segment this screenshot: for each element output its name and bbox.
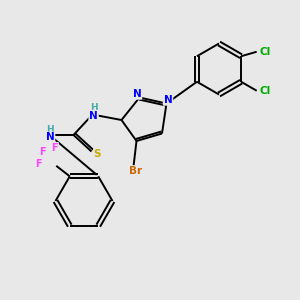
Text: H: H — [90, 103, 98, 112]
Text: F: F — [35, 159, 42, 169]
Text: N: N — [133, 89, 142, 99]
Text: F: F — [51, 143, 58, 153]
Text: S: S — [94, 149, 101, 160]
Text: Cl: Cl — [260, 47, 271, 57]
Text: H: H — [46, 124, 54, 134]
Text: F: F — [39, 147, 46, 157]
Text: Cl: Cl — [260, 86, 271, 96]
Text: Br: Br — [129, 166, 142, 176]
Text: N: N — [46, 132, 55, 142]
Text: N: N — [164, 95, 172, 105]
Text: N: N — [89, 111, 98, 122]
